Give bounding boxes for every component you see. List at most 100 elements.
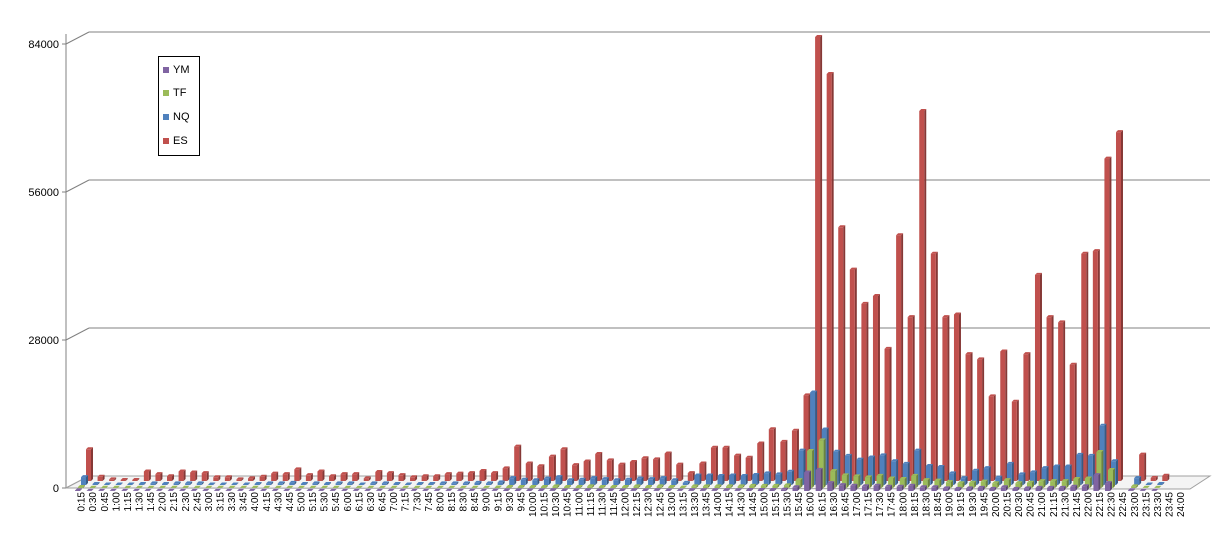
bar-ym	[618, 488, 626, 491]
bar-nq	[115, 482, 123, 485]
bar-ym	[190, 488, 198, 491]
x-tick-label: 4:30	[273, 492, 284, 512]
bar-tf	[205, 485, 213, 488]
bar-ym	[908, 483, 916, 491]
bar-es	[1081, 251, 1089, 481]
bar-nq	[1157, 481, 1165, 485]
bar-ym	[260, 488, 268, 491]
bar-ym	[1151, 488, 1159, 491]
bar-es	[780, 439, 788, 481]
bar-es	[363, 476, 371, 481]
x-tick-label: 8:00	[435, 492, 446, 512]
x-tick-label: 21:15	[1049, 492, 1060, 517]
bar-es	[224, 475, 232, 481]
bar-tf	[1107, 468, 1115, 488]
bar-nq	[289, 480, 297, 485]
bar-nq	[590, 476, 598, 485]
bar-tf	[112, 485, 120, 488]
x-tick-label: 22:15	[1095, 492, 1106, 517]
bars	[75, 35, 1170, 491]
bar-es	[132, 477, 140, 481]
bar-tf	[124, 485, 132, 488]
bar-tf	[159, 485, 167, 488]
bar-ym	[746, 487, 754, 491]
bar-ym	[1012, 486, 1020, 491]
bar-ym	[688, 488, 696, 491]
bar-tf	[598, 484, 606, 488]
x-tick-label: 13:30	[690, 492, 701, 517]
bar-es	[1011, 399, 1019, 481]
bar-es	[768, 427, 776, 481]
bar-ym	[503, 488, 511, 491]
bar-tf	[760, 483, 768, 488]
x-tick-label: 15:00	[759, 492, 770, 517]
x-tick-label: 23:00	[1130, 492, 1141, 517]
bar-nq	[150, 481, 158, 485]
x-tick-label: 10:30	[551, 492, 562, 517]
bar-ym	[780, 487, 788, 491]
bar-es	[259, 474, 267, 481]
bar-nq	[196, 481, 204, 485]
x-tick-label: 19:00	[945, 492, 956, 517]
x-axis-labels: 0:15 0:30 0:45 1:00 1:15 1:30 1:45 2:00 2:15 2:30…	[77, 492, 1187, 517]
bar-tf	[841, 473, 849, 488]
bar-ym	[676, 488, 684, 491]
legend-label-ym: YM	[173, 64, 190, 76]
bar-ym	[954, 486, 962, 491]
bar-tf	[483, 485, 491, 488]
bar-es	[965, 352, 973, 481]
bar-ym	[1128, 488, 1136, 491]
bar-es	[282, 472, 290, 481]
bar-ym	[445, 488, 453, 491]
bar-es	[120, 477, 128, 481]
bar-nq	[416, 481, 424, 485]
x-tick-label: 17:00	[852, 492, 863, 517]
x-tick-label: 18:00	[898, 492, 909, 517]
x-tick-label: 22:30	[1107, 492, 1118, 517]
bar-ym	[237, 488, 245, 491]
bar-ym	[642, 488, 650, 491]
x-tick-label: 7:45	[424, 492, 435, 512]
legend-swatch-tf	[163, 90, 169, 96]
x-tick-label: 13:45	[702, 492, 713, 517]
bar-ym	[1047, 485, 1055, 491]
bar-nq	[92, 481, 100, 485]
bar-es	[467, 471, 475, 481]
bar-nq	[266, 481, 274, 485]
bar-ym	[75, 488, 82, 491]
x-tick-label: 1:45	[146, 492, 157, 512]
bar-ym	[283, 488, 291, 491]
bar-tf	[633, 484, 641, 488]
bar-es	[1046, 315, 1054, 481]
bar-nq	[648, 477, 656, 485]
bar-tf	[494, 485, 502, 488]
y-axis: 0 28000 56000 84000	[28, 34, 67, 495]
x-tick-label: 1:30	[135, 492, 146, 512]
bar-es	[1069, 362, 1077, 481]
bar-ym	[306, 488, 314, 491]
bar-es	[525, 461, 533, 481]
bar-tf	[575, 484, 583, 488]
bar-ym	[873, 483, 881, 491]
bar-ym	[665, 488, 673, 491]
x-tick-label: 17:45	[887, 492, 898, 517]
bar-nq	[914, 448, 922, 485]
bar-es	[861, 301, 869, 481]
x-tick-label: 8:15	[447, 492, 458, 512]
bar-ym	[294, 488, 302, 491]
bar-nq	[347, 481, 355, 485]
bar-es	[919, 109, 927, 481]
bar-tf	[89, 485, 97, 488]
bar-es	[340, 472, 348, 481]
bar-nq	[786, 469, 794, 485]
x-tick-label: 21:00	[1037, 492, 1048, 517]
bar-ym	[341, 488, 349, 491]
x-tick-label: 20:00	[991, 492, 1002, 517]
bar-tf	[1050, 479, 1058, 488]
x-tick-label: 16:15	[817, 492, 828, 517]
bar-ym	[271, 488, 279, 491]
bar-es	[86, 447, 93, 481]
x-tick-label: 6:15	[354, 492, 365, 512]
bar-nq	[393, 481, 401, 485]
